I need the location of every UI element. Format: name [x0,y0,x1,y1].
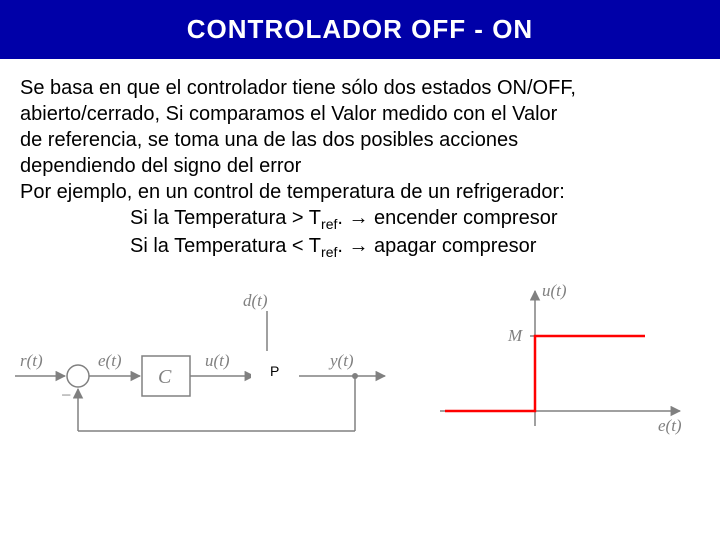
axis-x-label: e(t) [658,416,682,435]
diagram-row: r(t) − e(t) C u(t) d(t) P y(t) [0,271,720,451]
block-p-label: P [270,363,279,379]
level-label: M [507,326,523,345]
text-line: Se basa en que el controlador tiene sólo… [20,75,700,101]
svg-text:−: − [60,385,72,405]
signal-d: d(t) [243,291,268,310]
rule-text: Si la Temperatura > T [130,207,321,229]
axis-y-label: u(t) [542,281,567,300]
text-line: de referencia, se toma una de las dos po… [20,127,700,153]
rule-sub: ref [321,216,337,232]
signal-u: u(t) [205,351,230,370]
block-diagram: r(t) − e(t) C u(t) d(t) P y(t) [10,281,400,451]
signal-r: r(t) [20,351,43,370]
body-paragraph: Se basa en que el controlador tiene sólo… [0,59,720,271]
rule-text: Si la Temperatura < T [130,235,321,257]
block-c-label: C [158,366,172,388]
text-line: Por ejemplo, en un control de temperatur… [20,179,700,205]
rule-sub: ref [321,244,337,260]
page-title: CONTROLADOR OFF - ON [187,14,533,44]
step-signal-line [445,336,645,411]
title-bar: CONTROLADOR OFF - ON [0,0,720,59]
text-line: abierto/cerrado, Si comparamos el Valor … [20,101,700,127]
text-line: dependiendo del signo del error [20,153,700,179]
signal-e: e(t) [98,351,122,370]
rule-text: . → encender compresor [337,207,557,229]
step-response-chart: u(t) e(t) M [420,281,700,451]
signal-y: y(t) [328,351,354,370]
rule-text: . → apagar compresor [337,235,536,257]
rule-line: Si la Temperatura < Tref. → apagar compr… [20,233,700,261]
rule-line: Si la Temperatura > Tref. → encender com… [20,205,700,233]
